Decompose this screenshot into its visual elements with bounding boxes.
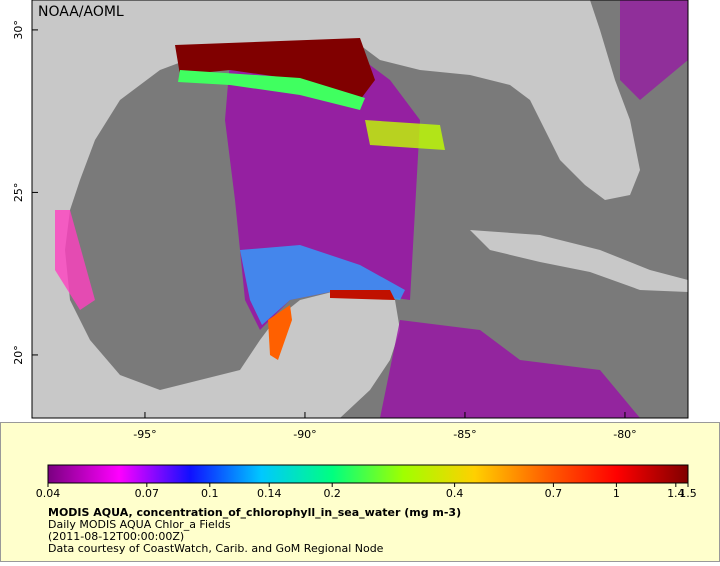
colorbar-tick-label: 1 [613,487,620,500]
caption: MODIS AQUA, concentration_of_chlorophyll… [48,506,461,555]
colorbar-tick-label: 0.7 [545,487,563,500]
caption-line: Data courtesy of CoastWatch, Carib. and … [48,542,384,555]
y-tick-label: 25° [12,183,25,203]
legend-panel [0,422,720,562]
colorbar-tick-label: 0.14 [257,487,282,500]
caption-line: MODIS AQUA, concentration_of_chlorophyll… [48,506,461,519]
chlorophyll-coast [268,305,292,360]
y-tick-label: 20° [12,345,25,365]
map-border [31,0,689,419]
map [32,0,688,418]
colorbar-tick-label: 0.2 [323,487,341,500]
chlorophyll-coast [365,120,445,150]
caption-line: (2011-08-12T00:00:00Z) [48,530,184,543]
x-tick-label: -90° [293,428,316,441]
colorbar [47,464,689,484]
chlorophyll-field [620,0,688,100]
chlorophyll-coast [175,38,375,100]
chlorophyll-band [240,245,405,325]
cuba [470,230,688,292]
colorbar-tick-label: 1.5 [679,487,697,500]
land [32,0,640,418]
x-tick-label: -95° [133,428,156,441]
chlorophyll-coast [178,70,365,110]
chlorophyll-coast [55,210,95,310]
x-tick-label: -80° [613,428,636,441]
y-tick-label: 30° [12,20,25,40]
map-title: NOAA/AOML [38,4,124,20]
colorbar-tick-label: 0.1 [201,487,219,500]
colorbar-tick-label: 0.07 [135,487,160,500]
x-tick-label: -85° [453,428,476,441]
colorbar-tick-label: 0.04 [36,487,61,500]
chlorophyll-coast [330,290,395,300]
caption-line: Daily MODIS AQUA Chlor_a Fields [48,518,231,531]
colorbar-tick-label: 1.4 [667,487,685,500]
colorbar-tick-label: 0.4 [446,487,464,500]
chlorophyll-field [380,320,640,418]
